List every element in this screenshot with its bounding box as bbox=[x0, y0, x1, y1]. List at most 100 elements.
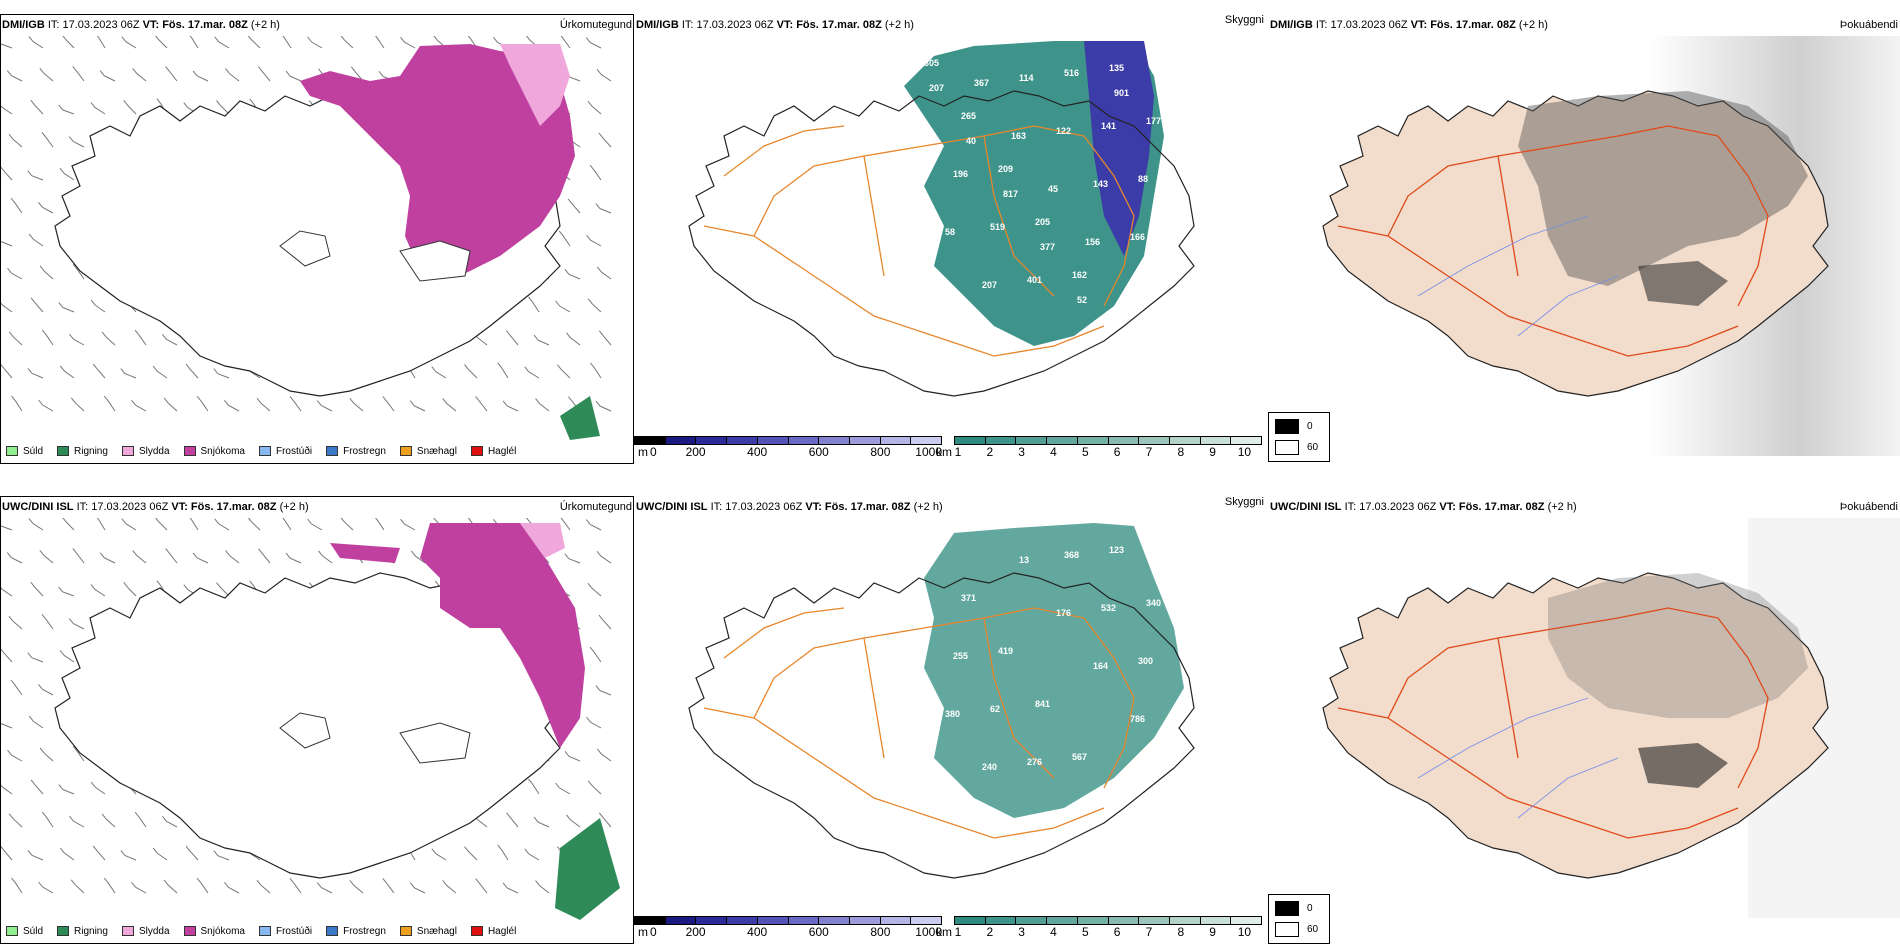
init-time: IT: 17.03.2023 06Z bbox=[1315, 19, 1408, 31]
wind-barb bbox=[256, 879, 271, 894]
precip-map bbox=[0, 36, 612, 440]
colorbar-segment bbox=[985, 437, 1017, 444]
wind-barb bbox=[59, 167, 75, 181]
wind-barb bbox=[589, 646, 602, 663]
wind-barb bbox=[39, 747, 54, 762]
visibility-panel-dmi: DMI/IGB IT: 17.03.2023 06Z VT: Fös. 17.m… bbox=[634, 14, 1268, 464]
wind-barb bbox=[120, 850, 137, 861]
visibility-value: 567 bbox=[1072, 752, 1087, 762]
legend-item: Haglél bbox=[470, 446, 516, 457]
wind-barb bbox=[0, 301, 13, 313]
wind-barb bbox=[382, 878, 395, 894]
wind-barb bbox=[27, 652, 44, 663]
wind-barb bbox=[62, 518, 75, 531]
wind-barb bbox=[92, 363, 106, 379]
valid-time: VT: Fös. 17.mar. 08Z bbox=[1439, 501, 1545, 513]
wind-barb bbox=[213, 850, 230, 861]
wind-barb bbox=[69, 333, 85, 346]
fog-shading bbox=[1518, 91, 1808, 286]
visibility-m-labels: m 0 200 400 600 800 1000 bbox=[634, 925, 942, 941]
visibility-value: 45 bbox=[1048, 184, 1058, 194]
precip-legend: Súld Rigning Slydda Snjókoma Frostúði Fr… bbox=[6, 922, 530, 940]
visibility-value: 901 bbox=[1114, 88, 1129, 98]
visibility-value: 265 bbox=[961, 111, 976, 121]
wind-barb bbox=[410, 550, 426, 564]
wind-barb bbox=[0, 647, 13, 663]
lead-offset: (+2 h) bbox=[1518, 19, 1548, 31]
visibility-value: 123 bbox=[1109, 545, 1124, 555]
wind-barb bbox=[502, 882, 519, 894]
fog-legend: 0 60 bbox=[1268, 412, 1330, 462]
legend-item: Haglél bbox=[470, 926, 516, 937]
legend-item: Frostúði bbox=[258, 446, 312, 457]
wind-barb bbox=[442, 880, 457, 894]
wind-barb bbox=[189, 36, 199, 49]
colorbar-segment bbox=[757, 437, 789, 444]
wind-barb bbox=[213, 368, 230, 379]
wind-barb bbox=[30, 297, 44, 313]
wind-barb bbox=[62, 36, 75, 49]
visibility-value: 401 bbox=[1027, 275, 1042, 285]
wind-barb bbox=[585, 519, 602, 531]
panel-header: UWC/DINI ISL IT: 17.03.2023 06Z VT: Fös.… bbox=[634, 496, 1268, 518]
tick-label: 1000 bbox=[915, 445, 942, 459]
wind-barb bbox=[596, 68, 612, 82]
wind-barb bbox=[165, 548, 178, 564]
colorbar-segment bbox=[911, 437, 942, 444]
wind-barb bbox=[28, 715, 44, 729]
wind-barb bbox=[10, 679, 23, 696]
visibility-legend: m 0 200 400 600 800 1000 km 1 2 3 4 5 6 7 8 9 10 bbox=[634, 916, 1268, 946]
legend-swatch bbox=[183, 446, 196, 456]
colorbar-segment bbox=[696, 437, 728, 444]
legend-swatch bbox=[183, 926, 196, 936]
wind-barb bbox=[0, 585, 13, 597]
visibility-value-labels: 393 371 419 841 567 123 340 255 62 276 368 532 300 38… bbox=[924, 540, 1161, 772]
visibility-value: 196 bbox=[953, 169, 968, 179]
legend-item: Slydda bbox=[121, 926, 170, 937]
wind-barb bbox=[152, 847, 168, 861]
colorbar-segment bbox=[1077, 917, 1109, 924]
wind-barb bbox=[586, 716, 602, 729]
tick-label: 200 bbox=[685, 925, 706, 939]
visibility-value: 58 bbox=[945, 227, 955, 237]
wind-barb bbox=[134, 329, 147, 346]
wind-barb bbox=[475, 396, 488, 412]
wind-barb bbox=[535, 880, 550, 894]
colorbar-segment bbox=[819, 437, 850, 444]
wind-barb bbox=[58, 586, 75, 597]
precip-type-panel-uwc: UWC/DINI ISL IT: 17.03.2023 06Z VT: Fös.… bbox=[0, 496, 634, 944]
valid-time: VT: Fös. 17.mar. 08Z bbox=[776, 19, 882, 31]
wind-barb bbox=[6, 70, 23, 82]
panel-title: Úrkomutegund bbox=[559, 501, 632, 513]
lead-offset: (+2 h) bbox=[913, 501, 943, 513]
iceland-land bbox=[1322, 90, 1829, 397]
low-visibility-km-area bbox=[924, 523, 1184, 818]
legend-item: Snæhagl bbox=[399, 926, 457, 937]
wind-barb bbox=[8, 615, 23, 630]
wind-barb bbox=[132, 68, 147, 82]
wind-barb bbox=[90, 299, 106, 313]
wind-barb bbox=[72, 66, 85, 82]
wind-barb bbox=[39, 67, 54, 82]
visibility-m-bar bbox=[634, 436, 942, 445]
visibility-value: 255 bbox=[953, 651, 968, 661]
wind-barb bbox=[506, 330, 519, 346]
wind-barb bbox=[216, 100, 230, 115]
valid-time: VT: Fös. 17.mar. 08Z bbox=[142, 19, 248, 31]
wind-barb bbox=[7, 749, 23, 762]
colorbar-segment bbox=[788, 917, 820, 924]
wind-barb bbox=[340, 36, 354, 49]
wind-barb bbox=[318, 550, 333, 564]
km-unit-label: km bbox=[936, 445, 952, 459]
visibility-value: 300 bbox=[1138, 656, 1153, 666]
colorbar-segment bbox=[757, 917, 789, 924]
wind-barb bbox=[0, 363, 13, 379]
colorbar-segment bbox=[727, 917, 758, 924]
tick-label: 4 bbox=[1050, 445, 1057, 459]
colorbar-segment bbox=[1016, 437, 1048, 444]
legend-item: Frostúði bbox=[258, 926, 312, 937]
fog-shading bbox=[1638, 261, 1728, 306]
legend-swatch bbox=[121, 446, 134, 456]
colorbar-segment bbox=[1169, 437, 1201, 444]
wind-barb bbox=[96, 36, 106, 49]
